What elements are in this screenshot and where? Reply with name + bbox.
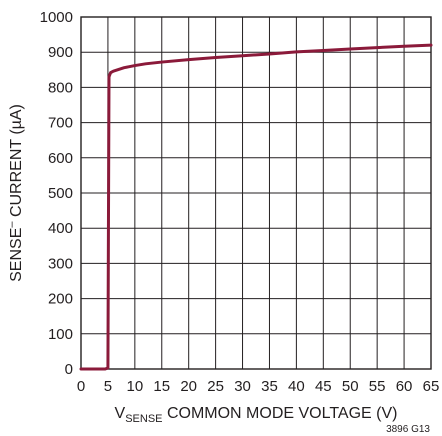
y-tick-label: 900	[48, 44, 73, 61]
x-tick-label: 25	[207, 378, 224, 395]
x-tick-labels: 0 5 10 15 20 25 30 35 40 45 50 55 60 65	[77, 378, 440, 395]
x-tick-label: 35	[261, 378, 278, 395]
y-axis-title-rest: CURRENT (µA)	[8, 104, 25, 221]
y-tick-label: 700	[48, 115, 73, 132]
x-tick-label: 50	[342, 378, 359, 395]
y-tick-label: 600	[48, 150, 73, 167]
y-tick-label: 400	[48, 220, 73, 237]
x-tick-label: 45	[315, 378, 332, 395]
x-tick-label: 30	[234, 378, 251, 395]
x-tick-label: 55	[369, 378, 386, 395]
y-axis-title-main: SENSE	[8, 228, 25, 282]
y-axis-title: SENSE– CURRENT (µA)	[6, 104, 25, 282]
series-line	[79, 43, 433, 371]
y-tick-label: 500	[48, 185, 73, 202]
y-tick-label: 200	[48, 291, 73, 308]
x-tick-label: 10	[127, 378, 144, 395]
figure-id: 3896 G13	[386, 424, 430, 435]
x-tick-label: 15	[153, 378, 170, 395]
y-tick-label: 1000	[40, 9, 73, 26]
x-tick-label: 65	[423, 378, 440, 395]
plot-frame	[80, 16, 432, 370]
x-axis-title-subscript: SENSE	[125, 413, 162, 425]
grid-lines	[80, 16, 432, 370]
x-tick-label: 40	[288, 378, 305, 395]
y-tick-label: 0	[65, 361, 73, 378]
y-axis-title-superscript: –	[6, 221, 18, 228]
x-axis-title-main: V	[115, 405, 126, 422]
y-tick-label: 800	[48, 79, 73, 96]
x-axis-title: VSENSE COMMON MODE VOLTAGE (V)	[115, 405, 398, 425]
x-tick-label: 0	[77, 378, 85, 395]
y-tick-labels: 0 100 200 300 400 500 600 700 800 900 1000	[40, 9, 73, 378]
x-axis-title-rest: COMMON MODE VOLTAGE (V)	[163, 405, 398, 422]
y-tick-label: 300	[48, 255, 73, 272]
x-tick-label: 5	[104, 378, 112, 395]
y-tick-label: 100	[48, 326, 73, 343]
x-tick-label: 60	[396, 378, 413, 395]
x-tick-label: 20	[180, 378, 197, 395]
series-layer	[79, 43, 433, 371]
